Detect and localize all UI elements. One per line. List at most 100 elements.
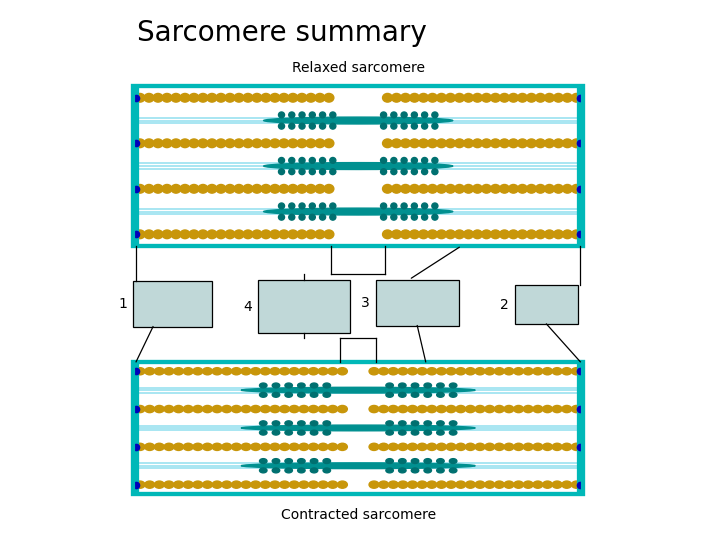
Ellipse shape: [386, 421, 393, 426]
Ellipse shape: [180, 139, 190, 147]
Ellipse shape: [272, 393, 279, 397]
Ellipse shape: [288, 185, 298, 193]
Ellipse shape: [428, 93, 438, 102]
Ellipse shape: [279, 169, 284, 174]
Ellipse shape: [446, 481, 456, 488]
Ellipse shape: [369, 481, 379, 488]
Ellipse shape: [270, 481, 280, 488]
Ellipse shape: [436, 93, 446, 102]
Ellipse shape: [572, 368, 581, 375]
Ellipse shape: [264, 163, 453, 170]
Ellipse shape: [184, 368, 193, 375]
Ellipse shape: [523, 406, 533, 413]
Ellipse shape: [386, 393, 393, 397]
Ellipse shape: [436, 139, 446, 147]
Ellipse shape: [411, 458, 419, 463]
Ellipse shape: [454, 139, 464, 147]
Ellipse shape: [279, 481, 289, 488]
Ellipse shape: [259, 421, 267, 426]
Ellipse shape: [310, 430, 318, 435]
Ellipse shape: [482, 185, 491, 193]
Ellipse shape: [388, 481, 398, 488]
Ellipse shape: [401, 158, 407, 163]
Ellipse shape: [153, 185, 163, 193]
Ellipse shape: [554, 139, 563, 147]
Ellipse shape: [180, 185, 190, 193]
Ellipse shape: [518, 93, 527, 102]
Ellipse shape: [135, 185, 145, 193]
Ellipse shape: [408, 443, 418, 450]
Ellipse shape: [446, 93, 456, 102]
Ellipse shape: [174, 481, 184, 488]
Ellipse shape: [251, 368, 261, 375]
Ellipse shape: [475, 443, 485, 450]
Ellipse shape: [446, 139, 456, 147]
Ellipse shape: [261, 368, 270, 375]
Ellipse shape: [297, 458, 305, 463]
Ellipse shape: [241, 368, 251, 375]
Ellipse shape: [472, 139, 482, 147]
Ellipse shape: [270, 139, 280, 147]
Ellipse shape: [533, 368, 543, 375]
Ellipse shape: [243, 185, 253, 193]
Ellipse shape: [279, 230, 289, 239]
Ellipse shape: [508, 230, 518, 239]
Ellipse shape: [261, 93, 271, 102]
Ellipse shape: [504, 406, 514, 413]
Ellipse shape: [154, 368, 164, 375]
Ellipse shape: [144, 185, 154, 193]
Ellipse shape: [202, 368, 212, 375]
Ellipse shape: [330, 112, 336, 118]
Ellipse shape: [288, 93, 298, 102]
Ellipse shape: [436, 481, 446, 488]
Ellipse shape: [297, 230, 307, 239]
Ellipse shape: [241, 481, 251, 488]
Ellipse shape: [408, 406, 418, 413]
Ellipse shape: [388, 406, 398, 413]
Ellipse shape: [225, 139, 235, 147]
Ellipse shape: [297, 421, 305, 426]
Ellipse shape: [153, 230, 163, 239]
Ellipse shape: [202, 443, 212, 450]
Ellipse shape: [391, 169, 397, 174]
Ellipse shape: [437, 430, 444, 435]
Ellipse shape: [162, 185, 172, 193]
Ellipse shape: [285, 383, 292, 388]
Ellipse shape: [526, 139, 536, 147]
Ellipse shape: [418, 481, 427, 488]
Ellipse shape: [436, 368, 446, 375]
Ellipse shape: [318, 443, 328, 450]
Ellipse shape: [500, 139, 509, 147]
Ellipse shape: [386, 430, 393, 435]
Ellipse shape: [456, 368, 466, 375]
Ellipse shape: [422, 203, 428, 209]
Ellipse shape: [562, 93, 572, 102]
Ellipse shape: [411, 123, 418, 129]
Ellipse shape: [216, 93, 226, 102]
Ellipse shape: [449, 458, 457, 463]
Ellipse shape: [288, 230, 298, 239]
Ellipse shape: [330, 123, 336, 129]
Ellipse shape: [562, 443, 572, 450]
Ellipse shape: [475, 368, 485, 375]
Ellipse shape: [513, 368, 523, 375]
Ellipse shape: [297, 93, 307, 102]
Ellipse shape: [523, 443, 533, 450]
Ellipse shape: [418, 406, 427, 413]
Ellipse shape: [386, 458, 393, 463]
Ellipse shape: [225, 230, 235, 239]
Ellipse shape: [261, 406, 270, 413]
Ellipse shape: [309, 406, 318, 413]
Ellipse shape: [297, 430, 305, 435]
Ellipse shape: [310, 112, 315, 118]
Ellipse shape: [508, 139, 518, 147]
Ellipse shape: [328, 481, 338, 488]
Ellipse shape: [212, 443, 222, 450]
Ellipse shape: [289, 406, 299, 413]
Ellipse shape: [234, 139, 244, 147]
Ellipse shape: [324, 93, 334, 102]
Ellipse shape: [410, 139, 420, 147]
Ellipse shape: [241, 387, 475, 393]
Ellipse shape: [310, 421, 318, 426]
Bar: [515, 285, 578, 324]
